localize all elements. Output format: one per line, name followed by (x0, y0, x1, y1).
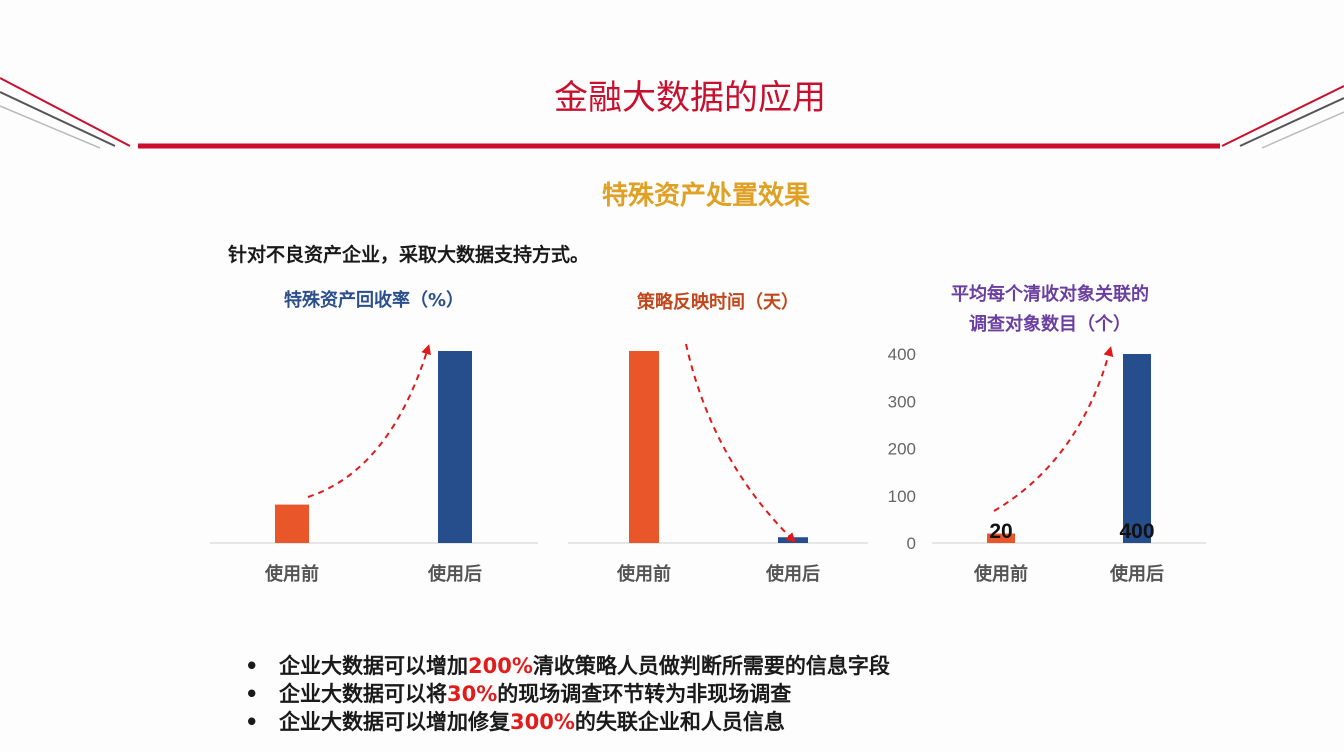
x-tick-label: 使用前 (973, 563, 1028, 585)
chart3-title: 平均每个清收对象关联的 调查对象数目（个） (900, 280, 1200, 340)
trend-arrow-up (993, 346, 1114, 512)
bullet-text: 企业大数据可以将 (279, 682, 447, 706)
x-tick-label: 使用后 (427, 564, 482, 585)
bullet-item: • 企业大数据可以将30%的现场调查环节转为非现场调查 (245, 680, 890, 708)
data-label: 400 (1119, 520, 1154, 543)
bar-after (438, 351, 472, 543)
bullet-text: 企业大数据可以增加 (279, 654, 468, 678)
bullet-item: • 企业大数据可以增加修复300%的失联企业和人员信息 (245, 708, 890, 736)
y-tick-label: 100 (888, 487, 916, 506)
section-subtitle: 特殊资产处置效果 (601, 181, 810, 211)
right-gray-slant (1239, 97, 1344, 147)
x-tick-label: 使用前 (616, 563, 671, 585)
bar-before (629, 351, 659, 543)
bar-after (1123, 354, 1151, 543)
bullet-item: • 企业大数据可以增加200%清收策略人员做判断所需要的信息字段 (245, 652, 890, 680)
bullet-highlight: 200% (468, 654, 533, 678)
y-tick-label: 200 (888, 440, 916, 459)
x-tick-label: 使用后 (765, 564, 820, 585)
chart2-title: 策略反映时间（天） (637, 292, 799, 313)
intro-text: 针对不良资产企业，采取大数据支持方式。 (228, 244, 590, 266)
bullet-highlight: 300% (510, 710, 575, 734)
bullet-list: • 企业大数据可以增加200%清收策略人员做判断所需要的信息字段 • 企业大数据可以… (245, 652, 890, 736)
data-label: 20 (989, 520, 1012, 543)
bullet-dot: • (245, 710, 259, 734)
trend-arrow-up (307, 344, 431, 498)
x-tick-label: 使用后 (1109, 564, 1164, 585)
bullet-dot: • (245, 682, 259, 706)
bullet-highlight: 30% (447, 682, 498, 706)
trend-arrow-down (685, 343, 796, 543)
bar-before (987, 533, 1015, 543)
bar-after (778, 537, 808, 543)
bullet-text: 的现场调查环节转为非现场调查 (497, 682, 792, 706)
page-title: 金融大数据的应用 (554, 78, 826, 118)
y-tick-label: 400 (888, 345, 916, 364)
chart3-title-line1: 平均每个清收对象关联的 (951, 284, 1149, 305)
bullet-text: 的失联企业和人员信息 (574, 710, 785, 734)
bullet-text: 企业大数据可以增加修复 (279, 710, 510, 734)
y-tick-label: 300 (888, 392, 916, 411)
bar-before (275, 504, 309, 543)
right-light-slant (1261, 111, 1344, 149)
x-tick-label: 使用前 (264, 563, 319, 585)
left-red-slant (0, 77, 131, 147)
chart3-title-line2: 调查对象数目（个） (969, 314, 1131, 335)
left-gray-slant (0, 91, 116, 147)
chart1-title: 特殊资产回收率（%） (283, 290, 465, 311)
bullet-dot: • (245, 654, 259, 678)
right-red-slant (1221, 85, 1344, 147)
bullet-text: 清收策略人员做判断所需要的信息字段 (532, 654, 890, 678)
left-light-slant (0, 105, 101, 149)
y-tick-label: 0 (907, 534, 916, 553)
